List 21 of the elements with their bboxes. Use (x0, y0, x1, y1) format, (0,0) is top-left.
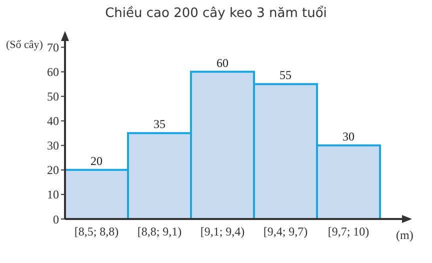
x-axis-title: (m) (396, 228, 414, 243)
y-tick-label: 40 (47, 114, 59, 128)
y-tick-label: 10 (47, 188, 59, 202)
y-tick-label: 30 (47, 138, 59, 153)
y-tick-label: 0 (53, 212, 59, 226)
chart-title: Chiều cao 200 cây keo 3 năm tuổi (104, 6, 328, 21)
y-tick-label: 60 (47, 65, 59, 80)
y-tick-label: 20 (47, 163, 59, 178)
x-tick-label: [9,4; 9,7) (263, 224, 308, 239)
y-tick-label: 70 (47, 40, 59, 55)
data-label: 30 (342, 129, 354, 144)
y-tick-label: 50 (47, 90, 59, 104)
data-label: 35 (154, 117, 166, 132)
x-tick-label: [8,8; 9,1) (137, 224, 182, 239)
data-label: 20 (90, 154, 102, 168)
data-label: 55 (280, 68, 292, 82)
data-label: 60 (216, 56, 228, 70)
x-tick-label: [9,7; 10) (328, 224, 370, 239)
y-axis-title: (Số cây) (6, 39, 43, 51)
x-tick-label: [8,5; 8,8) (74, 224, 119, 239)
x-tick-label: [9,1; 9,4) (200, 224, 245, 239)
